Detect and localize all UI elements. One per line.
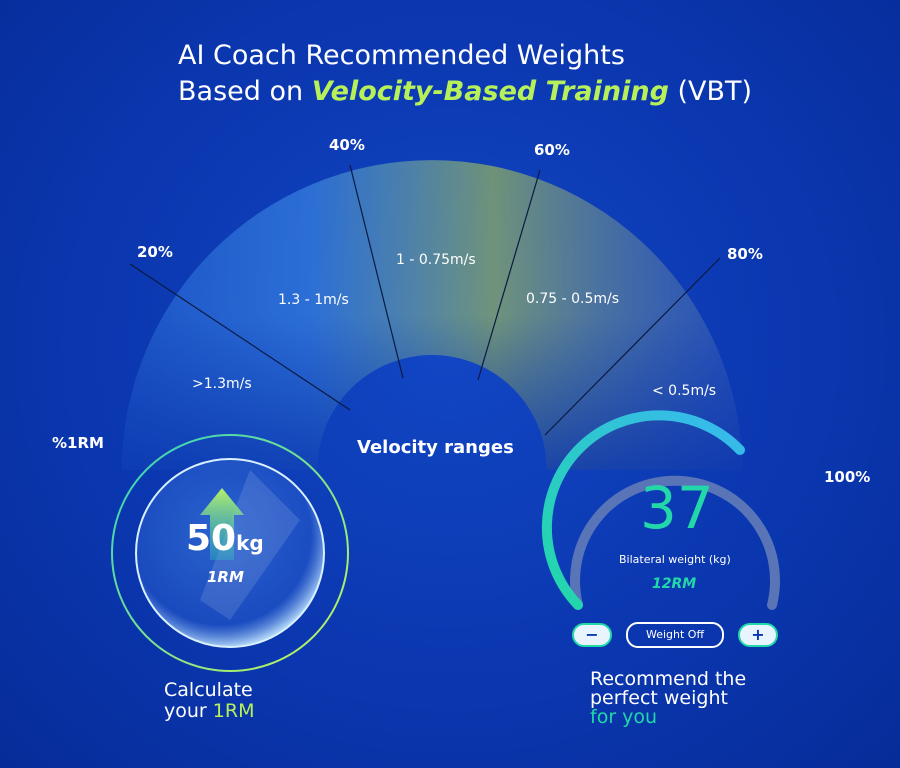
title-line: Based on Velocity-Based Training (VBT) — [178, 74, 752, 110]
value: 50 — [186, 518, 237, 559]
title-highlight: Velocity-Based Training — [311, 76, 669, 107]
range-label: >1.3m/s — [192, 376, 252, 392]
weight-off-button[interactable]: Weight Off — [626, 622, 724, 648]
axis-label: %1RM — [52, 434, 104, 452]
weight-subtitle: 1RM — [207, 568, 244, 586]
plus-button[interactable]: + — [738, 623, 778, 647]
value-label: Bilateral weight (kg) — [619, 553, 731, 566]
caption-line: perfect weight — [590, 687, 728, 709]
caption: Calculate your 1RM — [164, 680, 254, 722]
range-label: < 0.5m/s — [652, 383, 717, 399]
caption: Recommend the perfect weight for you — [590, 670, 746, 727]
rm-label: 12RM — [652, 576, 697, 592]
recommended-value: 37 — [640, 474, 714, 542]
percent-label: 60% — [534, 141, 570, 159]
weight-value: 50kg — [186, 518, 264, 559]
caption-highlight: for you — [590, 706, 658, 728]
title-part: (VBT) — [677, 76, 753, 107]
caption-line: Calculate — [164, 679, 253, 701]
caption-line: Recommend the — [590, 668, 747, 690]
percent-label: 80% — [727, 245, 763, 263]
percent-label: 20% — [137, 243, 173, 261]
range-label: 1.3 - 1m/s — [278, 292, 349, 308]
title: AI Coach Recommended Weights Based on Ve… — [178, 38, 752, 110]
percent-label: 100% — [824, 468, 871, 486]
unit: kg — [236, 531, 264, 555]
caption-part: your — [164, 700, 207, 722]
title-part: Based on — [178, 76, 304, 107]
title-line: AI Coach Recommended Weights — [178, 40, 625, 71]
range-label: 1 - 0.75m/s — [396, 252, 476, 268]
percent-label: 40% — [329, 136, 365, 154]
center-label: Velocity ranges — [357, 437, 514, 458]
caption-line: your 1RM — [164, 701, 254, 722]
range-label: 0.75 - 0.5m/s — [526, 291, 620, 307]
minus-button[interactable]: − — [572, 623, 612, 647]
caption-highlight: 1RM — [212, 700, 255, 722]
